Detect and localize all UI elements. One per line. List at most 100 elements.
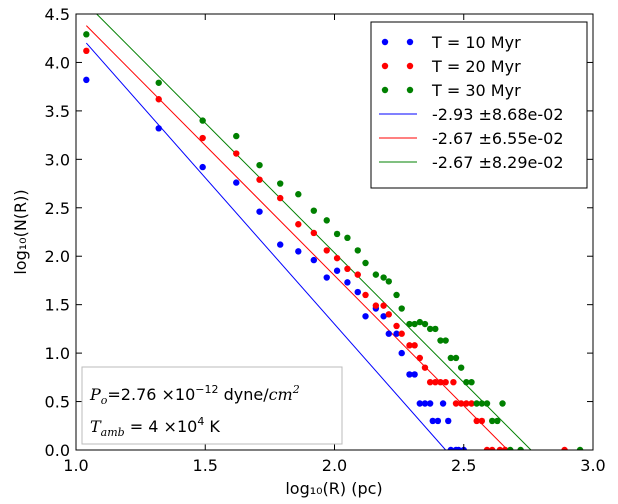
- annotation-box: Po=2.76 ×10−12 dyne/cm2 Tamb = 4 ×104 K: [81, 366, 343, 445]
- x-tick-label: 2.5: [451, 456, 476, 475]
- data-point: [463, 400, 470, 407]
- data-point: [488, 417, 496, 425]
- legend-label: T = 20 Myr: [431, 57, 521, 76]
- data-point: [323, 217, 330, 224]
- data-point: [385, 330, 392, 337]
- data-points: [83, 31, 584, 450]
- data-point: [447, 446, 455, 450]
- data-point: [421, 320, 429, 328]
- y-tick-label: 0.0: [45, 441, 70, 460]
- data-point: [447, 354, 455, 362]
- data-point: [442, 337, 449, 344]
- data-point: [354, 271, 361, 278]
- data-point: [457, 400, 465, 407]
- y-tick-label: 3.0: [45, 150, 70, 169]
- data-point: [393, 291, 400, 299]
- annotation-frame: [81, 366, 343, 445]
- data-point: [380, 274, 387, 281]
- data-point: [277, 241, 284, 248]
- data-point: [333, 230, 341, 238]
- data-point: [452, 400, 460, 407]
- y-axis-ticks: 0.0 0.5 1.0 1.5 2.0 2.5 3.0 3.5 4.0 4.5: [45, 5, 593, 460]
- data-point: [310, 229, 318, 237]
- data-point: [380, 302, 387, 309]
- data-point: [155, 96, 162, 103]
- legend-label: T = 30 Myr: [431, 81, 521, 100]
- y-tick-label: 0.5: [45, 393, 70, 412]
- annotation-p-unit-var: cm: [269, 385, 293, 404]
- legend-marker: [406, 62, 414, 70]
- data-point: [362, 291, 369, 299]
- data-point: [426, 400, 434, 407]
- legend-marker: [406, 38, 414, 46]
- annotation-p-value: 2.76 ×10: [121, 385, 195, 404]
- legend-marker: [406, 86, 414, 94]
- data-point: [385, 311, 392, 318]
- data-point: [277, 180, 284, 187]
- x-tick-label: 1.0: [63, 456, 88, 475]
- legend-marker: [381, 38, 389, 46]
- data-point: [406, 342, 413, 349]
- data-point: [416, 400, 424, 407]
- data-point: [437, 378, 444, 386]
- fit-line: [85, 25, 509, 450]
- data-point: [406, 320, 413, 328]
- x-tick-label: 2.0: [322, 456, 347, 475]
- annotation-p-exp: −12: [195, 383, 218, 396]
- data-point: [295, 248, 302, 255]
- annotation-t-var: T: [90, 417, 102, 436]
- legend: T = 10 Myr T = 20 Myr T = 30 Myr -2.93 ±8.6…: [370, 21, 588, 189]
- data-point: [483, 446, 491, 450]
- data-point: [256, 161, 263, 169]
- data-point: [439, 400, 447, 407]
- x-axis-ticks: 1.0 1.5 2.0 2.5 3.0: [63, 14, 606, 475]
- annotation-p-var: P: [89, 385, 101, 404]
- y-tick-label: 2.5: [45, 199, 70, 218]
- data-point: [380, 313, 387, 320]
- data-point: [416, 354, 424, 362]
- annotation-p-unit: dyne/: [219, 385, 270, 404]
- data-point: [411, 371, 418, 378]
- data-point: [468, 378, 475, 386]
- data-point: [362, 313, 369, 320]
- data-point: [499, 400, 506, 407]
- legend-marker: [381, 86, 389, 94]
- annotation-p-unit-exp: 2: [292, 383, 300, 396]
- data-point: [434, 417, 442, 425]
- data-point: [385, 278, 392, 285]
- data-point: [310, 207, 318, 214]
- legend-box: [370, 21, 588, 189]
- y-tick-label: 1.0: [45, 344, 70, 363]
- data-point: [362, 259, 369, 267]
- data-point: [507, 446, 514, 450]
- data-point: [295, 221, 302, 228]
- data-point: [83, 31, 90, 38]
- data-point: [437, 337, 444, 344]
- data-point: [199, 134, 206, 142]
- data-point: [344, 279, 351, 286]
- annotation-p-eq: =: [107, 385, 120, 404]
- data-point: [155, 79, 162, 86]
- annotation-t-exp: 4: [197, 415, 204, 428]
- data-point: [333, 254, 341, 262]
- data-point: [411, 342, 418, 349]
- data-point: [233, 150, 240, 157]
- data-point: [478, 400, 486, 407]
- data-point: [488, 446, 496, 450]
- data-point: [411, 320, 418, 328]
- legend-marker: [381, 62, 389, 70]
- data-point: [344, 265, 351, 273]
- data-point: [501, 446, 509, 450]
- y-axis-label: log₁₀(N(R)): [11, 189, 30, 274]
- data-point: [452, 354, 460, 362]
- legend-label: -2.67 ±6.55e-02: [432, 129, 564, 148]
- data-point: [473, 417, 480, 425]
- data-point: [323, 274, 330, 281]
- data-point: [483, 400, 491, 407]
- data-point: [83, 76, 90, 84]
- legend-label: T = 10 Myr: [431, 33, 521, 52]
- data-point: [432, 378, 439, 386]
- x-tick-label: 3.0: [580, 456, 605, 475]
- data-point: [354, 288, 361, 296]
